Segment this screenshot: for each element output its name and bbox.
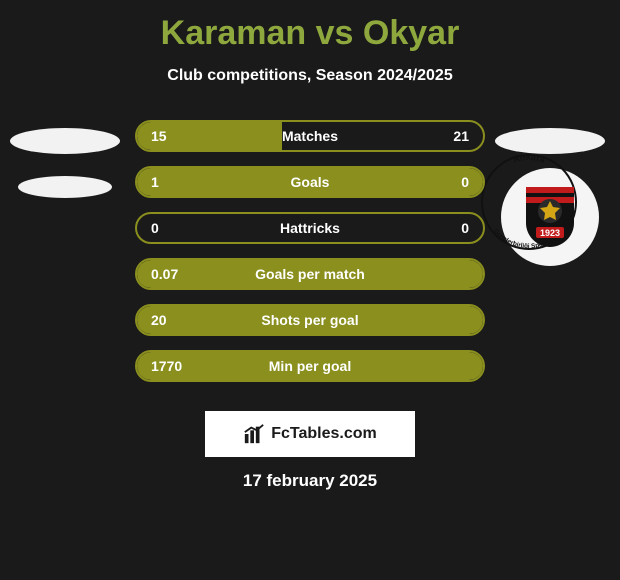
- stat-value-left: 20: [151, 312, 191, 328]
- stat-label: Min per goal: [191, 358, 429, 374]
- brand-text: FcTables.com: [271, 425, 377, 443]
- stat-bar-text: 1770Min per goal: [137, 358, 483, 374]
- stat-value-right: 0: [429, 174, 469, 190]
- stat-bar: 1770Min per goal: [135, 350, 485, 382]
- stat-label: Goals per match: [191, 266, 429, 282]
- crest-shield: 1923: [522, 183, 578, 251]
- brand-badge[interactable]: FcTables.com: [205, 411, 415, 457]
- right-team-crest-slot: Ankara Gençlerbirliği Spor Kulübü 19: [490, 164, 610, 304]
- stat-label: Hattricks: [191, 220, 429, 236]
- stat-bar: 0.07Goals per match: [135, 258, 485, 290]
- stat-bar-text: 0.07Goals per match: [137, 266, 483, 282]
- stat-bar: 20Shots per goal: [135, 304, 485, 336]
- stat-label: Shots per goal: [191, 312, 429, 328]
- brand-logo-icon: [243, 423, 265, 445]
- stat-value-right: 21: [429, 128, 469, 144]
- stat-bar: 1Goals0: [135, 166, 485, 198]
- team-badge-placeholder: [10, 128, 120, 154]
- stat-value-left: 0.07: [151, 266, 191, 282]
- right-team-badge-slot: [490, 118, 610, 164]
- team-badge-placeholder: [495, 128, 605, 154]
- right-team-column: Ankara Gençlerbirliği Spor Kulübü 19: [490, 118, 610, 304]
- stat-bar-text: 20Shots per goal: [137, 312, 483, 328]
- left-team-badge-slot: [0, 118, 130, 164]
- page-title: Karaman vs Okyar: [0, 14, 620, 53]
- stat-row: 1770Min per goal: [0, 343, 620, 389]
- comparison-card: Karaman vs Okyar Club competitions, Seas…: [0, 0, 620, 580]
- crest-year: 1923: [540, 228, 560, 238]
- team-badge-placeholder: [18, 176, 112, 198]
- stat-value-left: 0: [151, 220, 191, 236]
- stat-bar-text: 15Matches21: [137, 128, 483, 144]
- stat-value-right: 0: [429, 220, 469, 236]
- stat-bar-text: 0Hattricks0: [137, 220, 483, 236]
- season-subtitle: Club competitions, Season 2024/2025: [0, 67, 620, 85]
- stat-value-left: 15: [151, 128, 191, 144]
- stat-value-left: 1: [151, 174, 191, 190]
- left-team-badge-slot: [0, 164, 130, 210]
- stat-bar: 0Hattricks0: [135, 212, 485, 244]
- stat-label: Matches: [191, 128, 429, 144]
- stat-value-left: 1770: [151, 358, 191, 374]
- stat-bar: 15Matches21: [135, 120, 485, 152]
- stat-label: Goals: [191, 174, 429, 190]
- left-team-column: [0, 118, 130, 210]
- stat-bar-text: 1Goals0: [137, 174, 483, 190]
- club-crest: Ankara Gençlerbirliği Spor Kulübü 19: [501, 168, 599, 266]
- footer-date: 17 february 2025: [0, 471, 620, 491]
